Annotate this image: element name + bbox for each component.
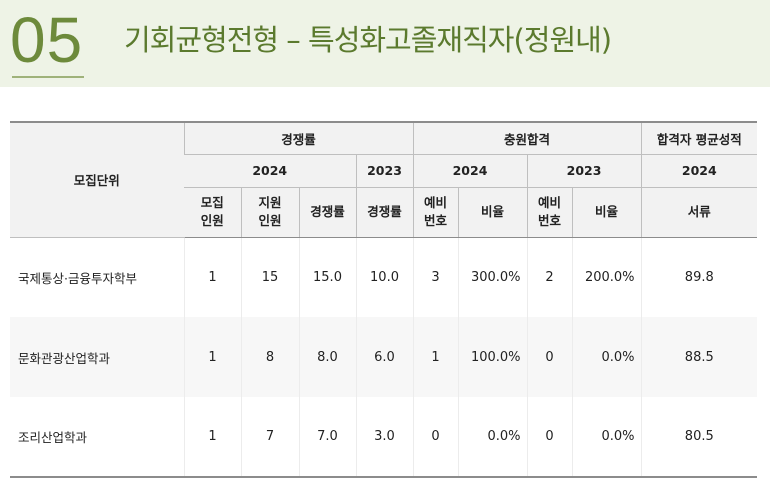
documents-cell: 89.8 — [640, 237, 758, 317]
rate-2024-cell: 7.0 — [298, 397, 356, 478]
unit-header: 모집단위 — [10, 121, 184, 238]
ratio-2024-cell: 100.0% — [457, 317, 528, 397]
documents-cell: 80.5 — [640, 397, 758, 478]
admission-results-table: 모집단위 경쟁률 충원합격 합격자 평균성적 2024 2023 2024 20… — [10, 121, 758, 478]
ratio-2023-cell: 0.0% — [571, 397, 642, 478]
section-number: 05 — [10, 4, 84, 76]
header-row-groups: 모집단위 경쟁률 충원합격 합격자 평균성적 — [10, 121, 758, 238]
wait-2023-cell: 2 — [526, 237, 573, 317]
recruit-header-line1: 모집 — [200, 195, 224, 210]
applicants-cell: 7 — [240, 397, 299, 478]
section-title: 기회균형전형 – 특성화고졸재직자(정원내) — [124, 23, 612, 57]
rate-2024-cell: 8.0 — [298, 317, 356, 397]
unit-cell: 조리산업학과 — [10, 397, 184, 478]
ratio-2024-cell: 0.0% — [457, 397, 528, 478]
unit-cell: 국제통상·금융투자학부 — [18, 270, 137, 286]
table-row: 조리산업학과 1 7 7.0 3.0 0 0.0% 0 0.0% 80.5 — [10, 397, 758, 478]
waitlist-2023-header: 2023 — [526, 154, 642, 188]
rate-2023-cell: 6.0 — [355, 317, 414, 397]
ratio-2024-cell: 300.0% — [457, 237, 528, 317]
recruit-header-line2: 인원 — [200, 213, 224, 228]
competition-2023-header: 2023 — [355, 154, 414, 188]
ratio-2023-cell: 0.0% — [571, 317, 642, 397]
rate-2024-header: 경쟁률 — [298, 187, 356, 238]
wait-2023-cell: 0 — [526, 317, 573, 397]
applicants-header-line1: 지원 — [258, 195, 282, 210]
header-row-years: 2024 2023 2024 2023 2024 — [10, 154, 758, 188]
waitlist-2024-header: 2024 — [412, 154, 528, 188]
documents-header: 서류 — [640, 187, 758, 238]
wait-number-2024-line1: 예비 — [424, 195, 448, 210]
wait-number-2024-line2: 번호 — [424, 213, 448, 228]
waitlist-header: 충원합격 — [412, 121, 642, 155]
unit-cell: 문화관광산업학과 — [10, 317, 184, 397]
wait-2023-cell: 0 — [526, 397, 573, 478]
competition-2024-header: 2024 — [184, 154, 356, 188]
documents-cell: 88.5 — [640, 317, 758, 397]
applicants-header-line2: 인원 — [258, 213, 282, 228]
applicants-cell: 8 — [240, 317, 299, 397]
section-header: 05 기회균형전형 – 특성화고졸재직자(정원내) — [0, 0, 770, 87]
applicants-cell: 15 — [240, 237, 299, 317]
rate-2023-cell: 10.0 — [355, 237, 414, 317]
recruit-cell: 1 — [183, 237, 241, 317]
average-header: 합격자 평균성적 — [640, 121, 758, 155]
competition-header: 경쟁률 — [183, 121, 414, 155]
recruit-cell: 1 — [183, 397, 241, 478]
wait-2024-cell: 1 — [412, 317, 459, 397]
table-row: 문화관광산업학과 1 8 8.0 6.0 1 100.0% 0 0.0% 88.… — [10, 317, 758, 397]
recruit-cell: 1 — [183, 317, 241, 397]
section-number-underline — [12, 76, 84, 78]
rate-2023-header: 경쟁률 — [355, 187, 414, 238]
rate-2024-cell: 15.0 — [298, 237, 356, 317]
table-row: 국제통상·금융투자학부 1 15 15.0 10.0 3 300.0% 2 20… — [10, 237, 758, 317]
wait-ratio-2024-header: 비율 — [457, 187, 528, 238]
rate-2023-cell: 3.0 — [355, 397, 414, 478]
wait-number-2023-line2: 번호 — [538, 213, 562, 228]
wait-ratio-2023-header: 비율 — [571, 187, 642, 238]
average-2024-header: 2024 — [640, 154, 758, 188]
wait-2024-cell: 0 — [412, 397, 459, 478]
ratio-2023-cell: 200.0% — [571, 237, 642, 317]
wait-2024-cell: 3 — [412, 237, 459, 317]
wait-number-2023-line1: 예비 — [538, 195, 562, 210]
